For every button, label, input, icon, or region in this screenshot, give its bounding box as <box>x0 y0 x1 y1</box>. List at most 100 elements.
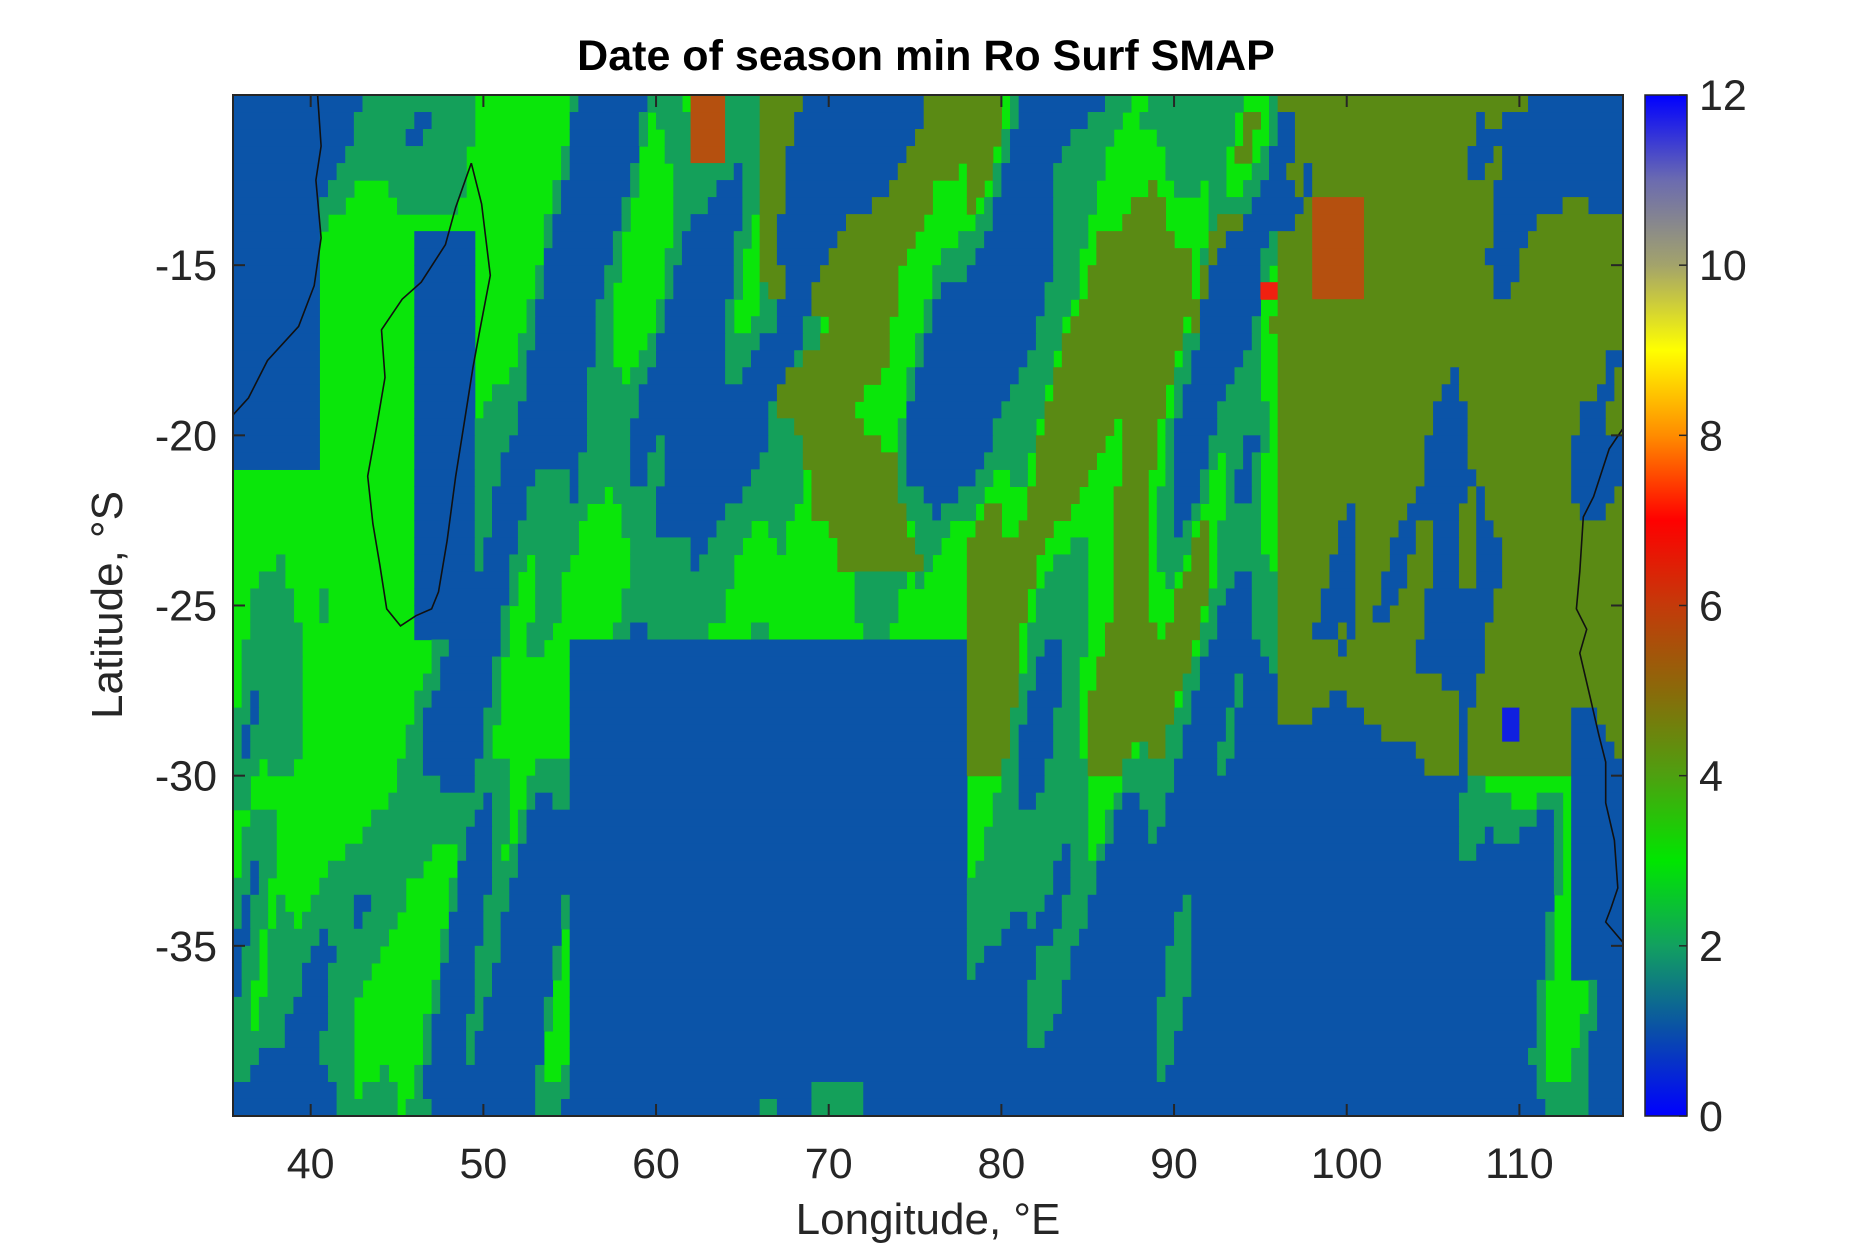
heat-cell <box>621 503 657 522</box>
heat-cell <box>543 265 605 283</box>
heat-cell <box>1199 316 1253 334</box>
heat-cell <box>1156 129 1236 147</box>
heat-cell <box>906 452 985 470</box>
heat-cell <box>1338 622 1348 641</box>
heat-cell <box>1476 843 1555 862</box>
heat-cell <box>794 112 925 130</box>
heat-cell <box>854 605 899 624</box>
heat-cell <box>1174 605 1201 624</box>
heat-cell <box>1588 1047 1623 1066</box>
heat-cell <box>751 350 795 368</box>
heat-cell <box>725 129 761 147</box>
heat-cell <box>630 571 735 590</box>
heat-cell <box>1528 95 1623 113</box>
heat-cell <box>1277 520 1339 539</box>
heat-cell <box>552 197 562 215</box>
heat-cell <box>1234 367 1261 385</box>
heat-cell <box>1053 367 1175 385</box>
heat-cell <box>1044 894 1063 913</box>
heat-cell <box>1476 469 1572 487</box>
heat-cell <box>1294 112 1477 130</box>
heat-cell <box>1389 537 1417 556</box>
heat-cell <box>1113 537 1149 556</box>
heat-cell <box>1338 537 1356 556</box>
heat-cell <box>966 180 985 198</box>
heat-cell <box>258 690 303 709</box>
heat-cell <box>250 1064 329 1083</box>
heat-cell <box>1277 367 1451 385</box>
heat-cell <box>647 95 683 113</box>
heat-cell <box>457 843 467 862</box>
heat-cell <box>759 231 778 249</box>
heat-cell <box>250 911 269 930</box>
heat-cell <box>1277 656 1417 675</box>
heat-cell <box>656 435 666 453</box>
heat-cell <box>241 979 251 998</box>
heat-cell <box>586 367 623 385</box>
heat-cell <box>474 537 484 556</box>
heat-cell <box>492 690 502 709</box>
heat-cell <box>1398 588 1426 607</box>
heat-cell <box>1545 911 1555 930</box>
heat-cell <box>1182 520 1192 539</box>
heat-cell <box>776 1098 813 1116</box>
heat-cell <box>966 639 1020 658</box>
heat-cell <box>1458 571 1477 590</box>
heat-cell <box>1458 843 1477 862</box>
heat-cell <box>250 877 260 896</box>
heat-cell <box>1165 146 1227 164</box>
heat-cell <box>414 401 476 419</box>
heat-cell <box>1174 758 1218 777</box>
heat-cell <box>233 112 355 130</box>
heat-cell <box>1545 945 1555 964</box>
heat-cell <box>1476 537 1503 556</box>
y-tick-label: -20 <box>155 412 217 460</box>
heat-cell <box>466 1047 476 1066</box>
heat-cell <box>1363 282 1495 300</box>
heat-cell <box>250 707 260 726</box>
heat-cell <box>1614 384 1623 402</box>
heat-cell <box>1035 673 1063 692</box>
heat-cell <box>923 486 959 504</box>
heat-cell <box>811 486 899 504</box>
heat-cell <box>1053 214 1089 232</box>
heat-cell <box>457 894 484 913</box>
heat-cell <box>474 962 493 981</box>
heat-cell <box>1277 690 1331 709</box>
heat-cell <box>785 265 821 283</box>
heat-cell <box>673 231 683 249</box>
heat-cell <box>1614 367 1623 385</box>
heat-cell <box>1148 180 1158 198</box>
heat-cell <box>1320 588 1356 607</box>
heat-cell <box>569 639 968 658</box>
heat-cell <box>319 214 329 232</box>
heat-cell <box>250 622 303 641</box>
plot-area <box>232 94 1624 1117</box>
heat-cell <box>759 163 787 181</box>
heat-cell <box>414 231 476 249</box>
heat-cell <box>250 690 260 709</box>
heat-cell <box>1476 503 1486 522</box>
heat-cell <box>638 112 649 130</box>
heat-cell <box>595 333 614 351</box>
heat-cell <box>906 384 916 402</box>
heat-cell <box>604 282 614 300</box>
heat-cell <box>586 418 631 436</box>
heat-cell <box>310 894 355 913</box>
heat-cell <box>1571 843 1623 862</box>
heat-cell <box>776 248 830 266</box>
heat-cell <box>630 367 649 385</box>
heat-cell <box>233 333 320 351</box>
heat-cell <box>1018 741 1054 760</box>
heat-cell <box>966 265 1054 283</box>
heat-cell <box>535 265 545 283</box>
heat-cell <box>414 605 502 624</box>
heat-cell <box>543 1013 554 1032</box>
heat-cell <box>1217 741 1236 760</box>
colorbar-tick-label: 2 <box>1699 923 1723 971</box>
heat-cell <box>1467 163 1486 181</box>
heat-cell <box>1312 248 1365 266</box>
heat-cell <box>897 163 959 181</box>
heat-cell <box>690 129 726 147</box>
heat-cell <box>759 265 787 283</box>
